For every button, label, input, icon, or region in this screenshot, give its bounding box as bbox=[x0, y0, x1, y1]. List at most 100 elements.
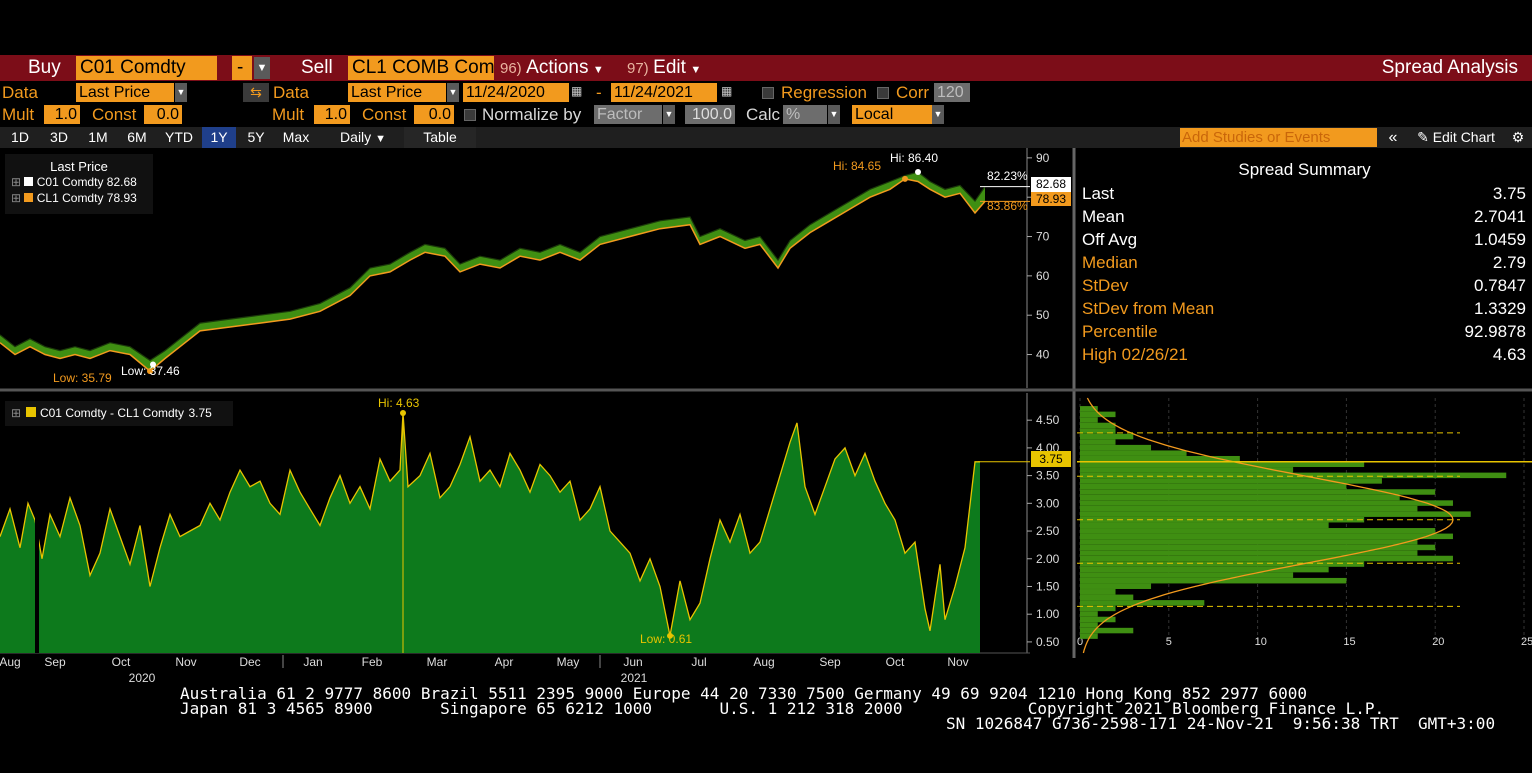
cl1-swatch bbox=[24, 193, 34, 202]
period-select[interactable]: Daily ▼ bbox=[330, 127, 396, 150]
edit-menu-button[interactable]: 97) Edit ▼ bbox=[627, 55, 701, 81]
hist-x-tick-label: 10 bbox=[1255, 636, 1267, 648]
hist-bar bbox=[1080, 528, 1436, 534]
chevron-down-icon[interactable]: ▼ bbox=[254, 57, 270, 79]
sell-mult-field[interactable]: 1.0 bbox=[314, 105, 350, 124]
spread-y-tick-label: 2.50 bbox=[1036, 524, 1060, 538]
chevron-down-icon[interactable]: ▼ bbox=[828, 105, 840, 124]
range-button-1m[interactable]: 1M bbox=[88, 129, 108, 145]
hist-bar bbox=[1080, 478, 1382, 484]
end-date-field[interactable]: 11/24/2021 bbox=[611, 83, 717, 102]
price-chart: 405060708090 bbox=[0, 151, 1050, 375]
x-tick-label: Sep bbox=[819, 655, 841, 669]
buy-const-field[interactable]: 0.0 bbox=[144, 105, 182, 124]
x-tick-label: Jan bbox=[303, 655, 322, 669]
range-button-1y[interactable]: 1Y bbox=[202, 127, 236, 148]
gear-icon[interactable]: ⚙ bbox=[1511, 129, 1525, 145]
sell-ticker-field[interactable]: CL1 COMB Com bbox=[348, 56, 494, 80]
spread-legend-value: 3.75 bbox=[188, 406, 212, 420]
table-button[interactable]: Table bbox=[404, 127, 476, 148]
edit-menu-label: Edit bbox=[653, 57, 686, 78]
calendar-icon[interactable]: ▦ bbox=[721, 84, 733, 98]
chevron-down-icon[interactable]: ▼ bbox=[175, 83, 187, 102]
hist-bar bbox=[1080, 622, 1098, 628]
corr-label: Corr bbox=[896, 83, 930, 102]
buy-dash-field[interactable]: - bbox=[232, 56, 252, 80]
buy-ticker-field[interactable]: C01 Comdty bbox=[76, 56, 217, 80]
buy-mult-field[interactable]: 1.0 bbox=[44, 105, 80, 124]
legend-item-c01[interactable]: ⊞ C01 Comdty 82.68 bbox=[5, 174, 153, 190]
chevron-down-icon[interactable]: ▼ bbox=[932, 105, 944, 124]
collapse-double-chevron-icon[interactable]: « bbox=[1388, 129, 1398, 146]
hist-bar bbox=[1080, 627, 1134, 634]
corr-window-field[interactable]: 120 bbox=[934, 83, 970, 102]
sell-const-field[interactable]: 0.0 bbox=[414, 105, 454, 124]
chevron-down-icon[interactable]: ▼ bbox=[447, 83, 459, 102]
footer-session-line: SN 1026847 G736-2598-171 24-Nov-21 9:56:… bbox=[946, 714, 1496, 733]
regression-checkbox[interactable] bbox=[762, 87, 774, 99]
spread-last-tag: 3.75 bbox=[1031, 451, 1071, 467]
range-button-1d[interactable]: 1D bbox=[11, 129, 29, 145]
summary-label: Last bbox=[1082, 184, 1115, 203]
range-button-max[interactable]: Max bbox=[282, 129, 310, 145]
summary-row: Mean 2.7041 bbox=[1082, 205, 1526, 228]
top-command-bar: Buy C01 Comdty - ▼ Sell CL1 COMB Com 96)… bbox=[0, 55, 1532, 81]
x-tick-label: Oct bbox=[112, 655, 131, 669]
hist-bar bbox=[1080, 577, 1347, 584]
edit-chart-button[interactable]: ✎ Edit Chart bbox=[1410, 127, 1502, 148]
swap-icon[interactable]: ⇆ bbox=[243, 83, 269, 102]
mult-label: Mult bbox=[2, 105, 35, 124]
data-gap-bar bbox=[35, 508, 39, 653]
date-separator: - bbox=[596, 83, 602, 102]
spread-series-line bbox=[0, 412, 980, 636]
actions-menu-number: 96) bbox=[500, 60, 522, 77]
normalize-select[interactable]: Factor bbox=[594, 105, 662, 124]
hist-bar bbox=[1080, 428, 1116, 434]
summary-row: Median 2.79 bbox=[1082, 251, 1526, 274]
legend-c01-name: C01 Comdty bbox=[36, 175, 104, 189]
price-y-tick-label: 60 bbox=[1036, 269, 1050, 283]
period-label: Daily bbox=[340, 129, 372, 145]
buy-data-field[interactable]: Last Price bbox=[76, 83, 174, 102]
price-y-tick-label: 40 bbox=[1036, 348, 1050, 362]
range-button-5y[interactable]: 5Y bbox=[247, 129, 265, 145]
currency-select[interactable]: Local bbox=[852, 105, 932, 124]
x-tick-label: Apr bbox=[495, 655, 514, 669]
c01-series-line bbox=[0, 171, 986, 362]
start-date-field[interactable]: 11/24/2020 bbox=[463, 83, 569, 102]
x-tick-label: Jun bbox=[623, 655, 642, 669]
calendar-icon[interactable]: ▦ bbox=[571, 84, 583, 98]
chevron-down-icon: ▼ bbox=[375, 133, 386, 145]
spread-high-marker bbox=[400, 409, 406, 416]
spread-legend[interactable]: ⊞ C01 Comdty - CL1 Comdty 3.75 bbox=[5, 401, 233, 426]
spread-low-label: Low: 0.61 bbox=[640, 632, 693, 646]
normalize-label: Normalize by bbox=[482, 105, 582, 124]
chevron-down-icon[interactable]: ▼ bbox=[663, 105, 675, 124]
factor-field[interactable]: 100.0 bbox=[685, 105, 735, 124]
summary-row: Off Avg 1.0459 bbox=[1082, 228, 1526, 251]
spread-summary-panel: Spread Summary Last 3.75 Mean 2.7041 Off Avg… bbox=[1077, 150, 1532, 386]
corr-checkbox[interactable] bbox=[877, 87, 889, 99]
calc-select[interactable]: % bbox=[783, 105, 827, 124]
x-tick-label: Mar bbox=[427, 655, 448, 669]
cl1-high-marker bbox=[902, 175, 908, 182]
edit-chart-label: Edit Chart bbox=[1432, 129, 1495, 145]
distribution-histogram: 0 5 10 15 20 25 bbox=[1077, 397, 1532, 654]
summary-label: Median bbox=[1082, 253, 1138, 272]
summary-label: Percentile bbox=[1082, 322, 1158, 341]
hist-bar bbox=[1080, 494, 1400, 501]
range-button-6m[interactable]: 6M bbox=[127, 129, 147, 145]
c01-swatch bbox=[24, 177, 34, 186]
legend-item-cl1[interactable]: ⊞ CL1 Comdty 78.93 bbox=[5, 190, 153, 206]
studies-input-box[interactable]: Add Studies or Events bbox=[1180, 128, 1377, 147]
actions-menu-button[interactable]: 96) Actions ▼ bbox=[500, 55, 604, 81]
range-button-ytd[interactable]: YTD bbox=[165, 129, 193, 145]
hist-bar bbox=[1080, 472, 1507, 479]
hist-bar bbox=[1080, 633, 1098, 639]
sell-data-field[interactable]: Last Price bbox=[348, 83, 446, 102]
range-toolbar: 1D 3D 1M 6M YTD 1Y 5Y Max Daily ▼ Table Add Stu… bbox=[0, 127, 1532, 148]
summary-label: StDev bbox=[1082, 276, 1129, 295]
spread-summary-title: Spread Summary bbox=[1238, 160, 1371, 179]
normalize-checkbox[interactable] bbox=[464, 109, 476, 121]
range-button-3d[interactable]: 3D bbox=[50, 129, 68, 145]
